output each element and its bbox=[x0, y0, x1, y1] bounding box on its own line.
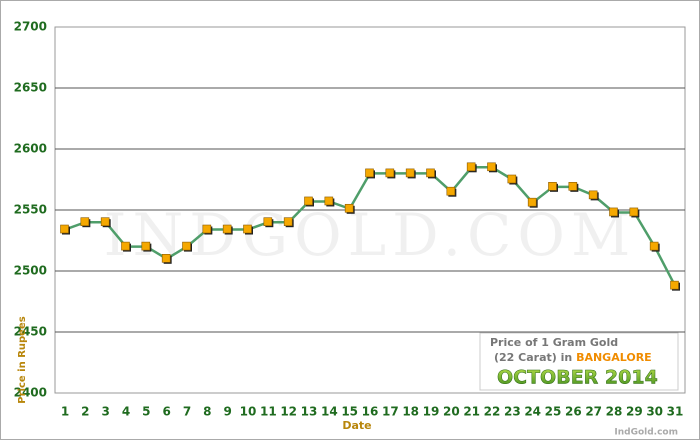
marker bbox=[527, 197, 537, 207]
marker bbox=[344, 203, 354, 213]
x-tick-label: 24 bbox=[524, 405, 541, 419]
x-tick-label: 17 bbox=[382, 405, 399, 419]
x-tick-label: 2 bbox=[81, 405, 89, 419]
x-axis-label: Date bbox=[342, 419, 371, 432]
x-tick-label: 30 bbox=[646, 405, 663, 419]
credit: IndGold.com bbox=[614, 428, 678, 438]
marker bbox=[609, 207, 618, 217]
x-tick-label: 13 bbox=[301, 405, 318, 419]
x-tick-label: 6 bbox=[162, 405, 170, 419]
x-tick-label: 21 bbox=[463, 405, 480, 419]
y-tick-label: 2400 bbox=[14, 386, 47, 400]
caption-city: BANGALORE bbox=[576, 351, 652, 364]
marker bbox=[385, 168, 395, 178]
marker bbox=[507, 174, 517, 184]
marker bbox=[202, 224, 212, 234]
marker bbox=[588, 190, 598, 200]
x-tick-label: 31 bbox=[667, 405, 684, 419]
marker bbox=[141, 241, 151, 251]
marker bbox=[304, 196, 313, 206]
caption-text: (22 Carat) in bbox=[494, 351, 572, 364]
x-tick-label: 22 bbox=[484, 405, 501, 419]
x-tick-label: 3 bbox=[101, 405, 109, 419]
marker bbox=[405, 168, 415, 178]
marker bbox=[243, 224, 252, 234]
marker bbox=[466, 162, 476, 172]
caption-line: Price of 1 Gram Gold bbox=[490, 336, 618, 349]
x-tick-label: 26 bbox=[565, 405, 582, 419]
marker bbox=[324, 196, 334, 206]
x-tick-label: 25 bbox=[545, 405, 562, 419]
y-axis-label: Price in Rupees bbox=[17, 316, 28, 403]
x-tick-label: 12 bbox=[280, 405, 297, 419]
x-tick-label: 10 bbox=[240, 405, 257, 419]
marker bbox=[100, 217, 110, 226]
x-tick-label: 27 bbox=[585, 405, 602, 419]
marker bbox=[629, 207, 639, 217]
x-tick-label: 11 bbox=[260, 405, 277, 419]
x-tick-label: 1 bbox=[61, 405, 69, 419]
x-tick-label: 18 bbox=[402, 405, 419, 419]
marker bbox=[121, 241, 130, 251]
y-tick-label: 2450 bbox=[14, 325, 47, 339]
marker bbox=[670, 280, 679, 290]
marker bbox=[263, 217, 273, 226]
x-tick-label: 23 bbox=[504, 405, 521, 419]
y-tick-label: 2500 bbox=[14, 264, 47, 278]
watermark: INDGOLD.COM bbox=[104, 201, 637, 269]
x-tick-label: 16 bbox=[362, 405, 379, 419]
x-tick-label: 28 bbox=[606, 405, 623, 419]
caption-line: (22 Carat) in BANGALORE bbox=[494, 351, 652, 364]
x-tick-label: 15 bbox=[341, 405, 358, 419]
x-tick-label: 20 bbox=[443, 405, 460, 419]
marker bbox=[446, 186, 456, 196]
y-tick-label: 2700 bbox=[14, 20, 47, 34]
caption-box bbox=[479, 332, 679, 391]
marker bbox=[649, 241, 659, 251]
x-tick-label: 14 bbox=[321, 405, 338, 419]
x-tick-label: 8 bbox=[203, 405, 211, 419]
marker bbox=[487, 162, 496, 172]
marker bbox=[222, 224, 232, 234]
x-tick-label: 19 bbox=[423, 405, 440, 419]
x-tick-label: 9 bbox=[223, 405, 231, 419]
caption-period: OCTOBER 2014 bbox=[497, 367, 658, 389]
marker bbox=[548, 182, 557, 191]
marker bbox=[365, 168, 374, 178]
y-tick-label: 2550 bbox=[14, 203, 47, 217]
x-tick-label: 7 bbox=[183, 405, 191, 419]
marker bbox=[60, 224, 69, 234]
marker bbox=[426, 168, 435, 178]
marker bbox=[283, 217, 293, 226]
y-tick-label: 2600 bbox=[14, 142, 47, 156]
x-tick-label: 5 bbox=[142, 405, 150, 419]
marker bbox=[568, 182, 578, 191]
marker bbox=[161, 254, 171, 263]
x-tick-label: 29 bbox=[626, 405, 643, 419]
marker bbox=[182, 241, 191, 251]
y-tick-label: 2650 bbox=[14, 81, 47, 95]
x-tick-label: 4 bbox=[122, 405, 130, 419]
marker bbox=[80, 217, 90, 226]
